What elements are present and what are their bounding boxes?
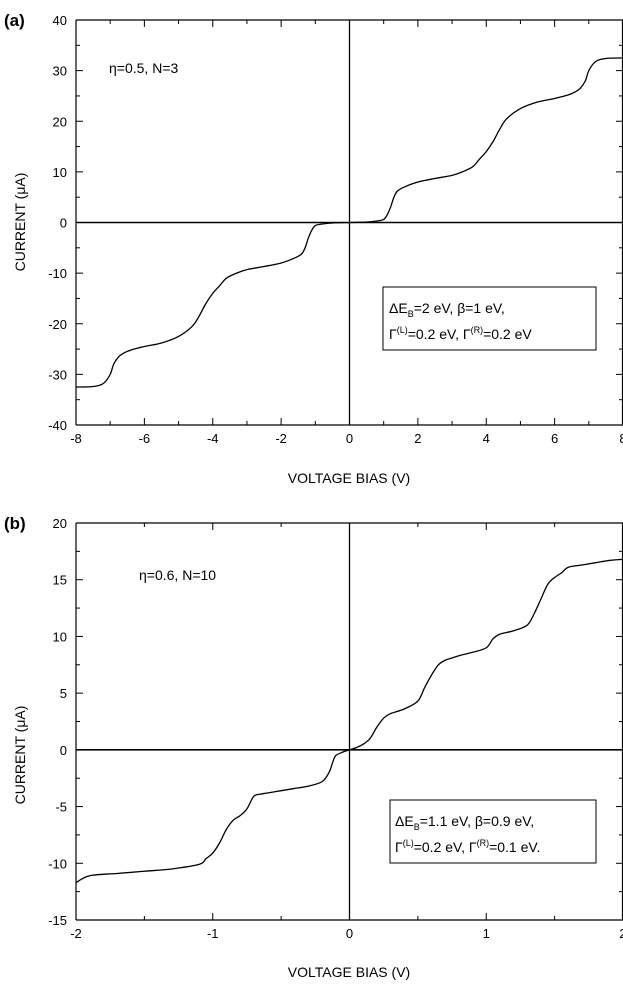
panel-a-y-tick-label: -10 (48, 266, 67, 281)
panel-a-y-axis-label: CURRENT (μA) (12, 173, 28, 272)
panel-a-x-tick-label: 8 (619, 431, 623, 446)
panel-a-y-tick-label: 20 (53, 114, 67, 129)
panel-a-y-tick-label: 40 (53, 13, 67, 28)
panel-b-y-tick-label: -5 (55, 800, 67, 815)
panel-b-y-tick-label: -15 (48, 913, 67, 928)
panel-b-legend-box: ΔEB=1.1 eV, β=0.9 eV, Γ(L)=0.2 eV, Γ(R)=… (389, 799, 597, 864)
panel-b-y-tick-label: 20 (53, 516, 67, 531)
panel-a-x-axis-label: VOLTAGE BIAS (V) (288, 470, 410, 486)
panel-a-chart: (a) CURRENT (μA) VOLTAGE BIAS (V) η=0.5,… (4, 11, 623, 486)
panel-a-iv-curve (75, 57, 623, 388)
panel-b-annotation: η=0.6, N=10 (139, 567, 216, 583)
panel-b-label: (b) (4, 514, 26, 533)
panel-a-label: (a) (4, 11, 25, 30)
panel-b-x-tick-label: -2 (70, 926, 82, 941)
panel-b-y-axis-label: CURRENT (μA) (12, 706, 28, 805)
panel-a-x-tick-label: -8 (70, 431, 82, 446)
panel-b-x-tick-label: 1 (483, 926, 490, 941)
panel-a-x-tick-label: 6 (551, 431, 558, 446)
panel-b-legend-line-2: Γ(L)=0.2 eV, Γ(R)=0.1 eV. (395, 838, 540, 855)
panel-a-legend-line-1: ΔEB=2 eV, β=1 eV, (389, 300, 505, 319)
panel-a-y-tick-label: 10 (53, 165, 67, 180)
panel-b-y-tick-label: 10 (53, 629, 67, 644)
panel-a-y-tick-label: -30 (48, 367, 67, 382)
panel-a-x-tick-label: -2 (275, 431, 287, 446)
panel-b-x-tick-label: 2 (619, 926, 623, 941)
panel-b-x-axis-label: VOLTAGE BIAS (V) (288, 964, 410, 980)
panel-a-legend-line-2: Γ(L)=0.2 eV, Γ(R)=0.2 eV (389, 325, 532, 342)
panel-b-y-tick-label: 5 (60, 686, 67, 701)
panel-a-x-tick-label: 0 (346, 431, 353, 446)
panel-b-x-tick-label: 0 (346, 926, 353, 941)
panel-a-y-tick-label: -20 (48, 317, 67, 332)
panel-b-legend-line-1: ΔEB=1.1 eV, β=0.9 eV, (395, 813, 534, 832)
panel-b-x-tick-label: -1 (207, 926, 219, 941)
panel-a-annotation: η=0.5, N=3 (109, 60, 178, 76)
panel-a-x-tick-label: -4 (207, 431, 219, 446)
panel-b-y-tick-label: 0 (60, 743, 67, 758)
panel-a-x-tick-label: 2 (414, 431, 421, 446)
panel-b-iv-curve (75, 558, 623, 884)
panel-a-x-tick-label: 4 (483, 431, 490, 446)
panel-b-y-tick-label: 15 (53, 573, 67, 588)
panel-a-legend-box: ΔEB=2 eV, β=1 eV, Γ(L)=0.2 eV, Γ(R)=0.2 … (382, 286, 597, 351)
panel-b-y-tick-label: -10 (48, 856, 67, 871)
panel-a-y-tick-label: -40 (48, 418, 67, 433)
panel-a-y-tick-label: 30 (53, 64, 67, 79)
panel-a-y-tick-label: 0 (60, 216, 67, 231)
panel-b-chart: (b) CURRENT (μA) VOLTAGE BIAS (V) η=0.6,… (4, 514, 623, 980)
panel-a-x-tick-label: -6 (139, 431, 151, 446)
